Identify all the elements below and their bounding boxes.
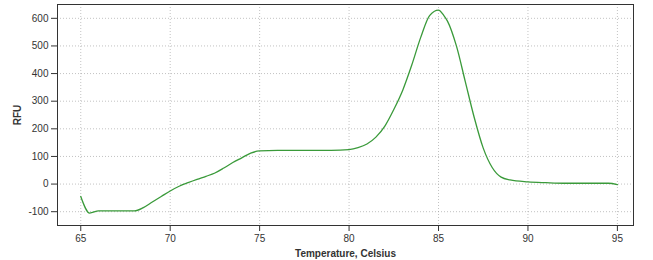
svg-text:500: 500 — [32, 40, 49, 51]
svg-text:80: 80 — [344, 233, 356, 244]
svg-text:95: 95 — [612, 233, 624, 244]
svg-text:75: 75 — [254, 233, 266, 244]
svg-text:0: 0 — [43, 178, 49, 189]
svg-text:200: 200 — [32, 123, 49, 134]
svg-text:400: 400 — [32, 68, 49, 79]
svg-text:Temperature, Celsius: Temperature, Celsius — [295, 248, 396, 259]
svg-text:-100: -100 — [28, 206, 48, 217]
svg-text:100: 100 — [32, 151, 49, 162]
svg-text:90: 90 — [522, 233, 534, 244]
svg-text:65: 65 — [75, 233, 87, 244]
svg-text:70: 70 — [165, 233, 177, 244]
svg-text:300: 300 — [32, 95, 49, 106]
svg-text:RFU: RFU — [12, 105, 23, 126]
svg-text:600: 600 — [32, 13, 49, 24]
svg-text:85: 85 — [433, 233, 445, 244]
